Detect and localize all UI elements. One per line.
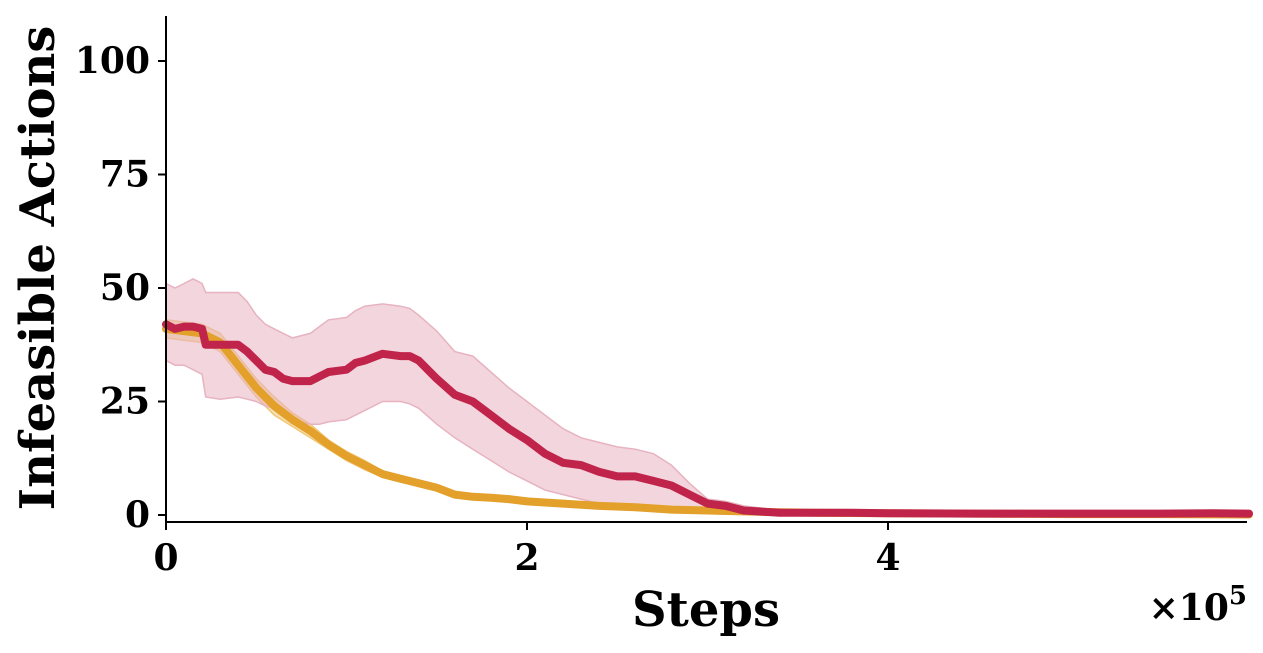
x-tick-label: 0 <box>153 537 178 579</box>
series-lines <box>162 320 1253 519</box>
y-tick-label: 50 <box>100 267 150 309</box>
x-axis-multiplier-exponent: 5 <box>1229 581 1247 611</box>
confidence-bands <box>165 278 1250 516</box>
x-tick-label: 4 <box>875 537 900 579</box>
x-axis-multiplier: ×105 <box>1149 581 1247 629</box>
series-2-band <box>165 278 1250 516</box>
series-2-line <box>162 320 1253 518</box>
axes <box>165 16 1247 523</box>
x-tick-label: 2 <box>514 537 539 579</box>
x-ticks: 0 2 4 <box>153 522 901 579</box>
y-tick-label: 0 <box>125 494 150 536</box>
y-tick-label: 75 <box>100 154 150 196</box>
x-axis-multiplier-base: ×10 <box>1149 587 1229 629</box>
y-axis-title: Infeasible Actions <box>10 26 66 511</box>
y-tick-label: 25 <box>100 381 150 423</box>
y-ticks: 0 25 50 75 100 <box>75 40 166 536</box>
y-tick-label: 100 <box>75 40 150 82</box>
x-axis-title: Steps <box>632 582 780 638</box>
